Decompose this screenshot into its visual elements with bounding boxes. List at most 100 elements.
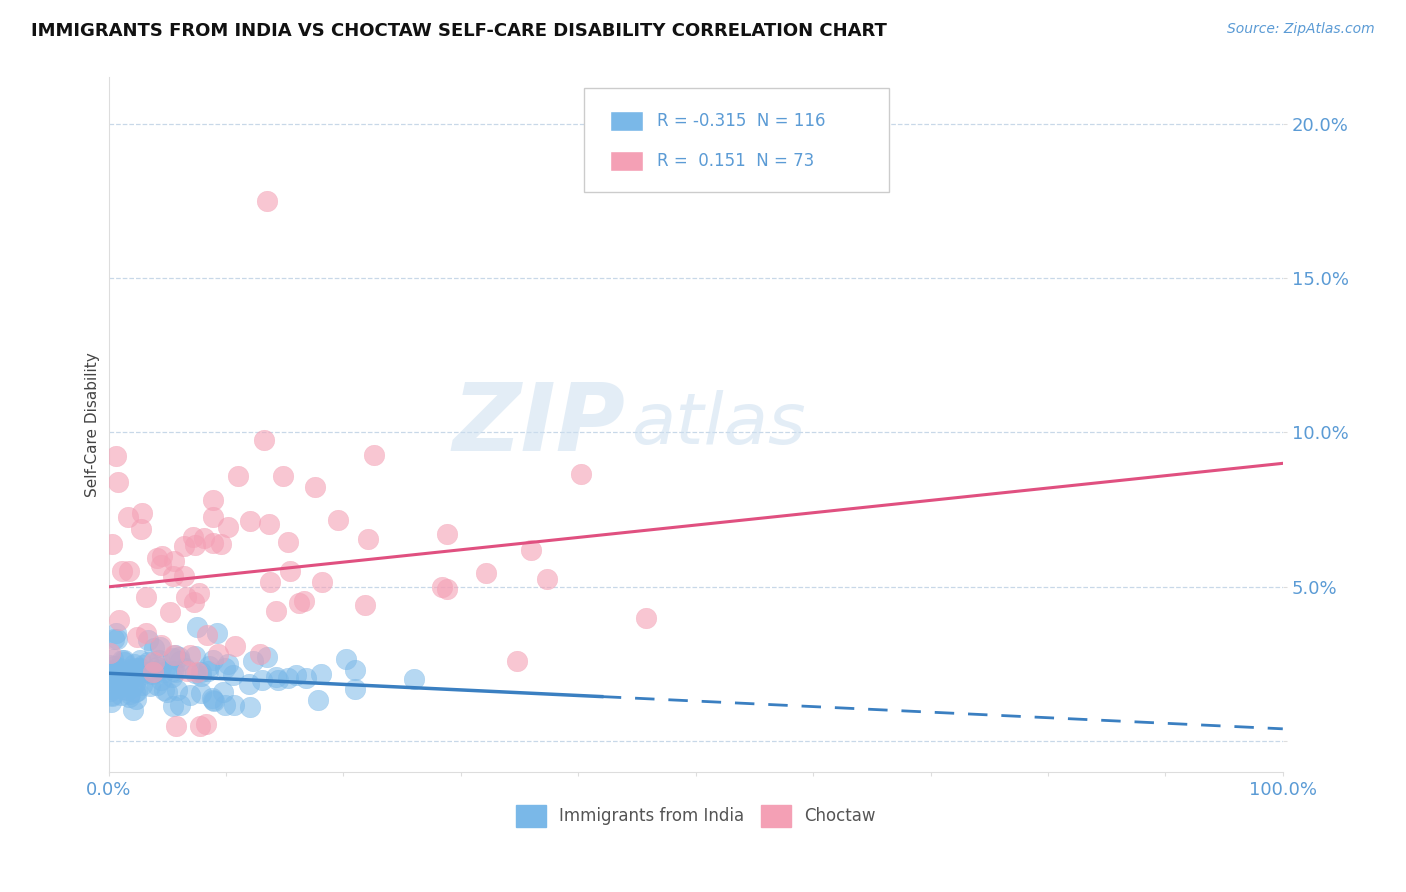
Point: [110, 673, 132, 687]
Text: R =  0.151  N = 73: R = 0.151 N = 73: [657, 152, 814, 169]
Point: [105, 450, 128, 464]
Point: [205, 625, 228, 640]
Point: [149, 558, 172, 572]
Point: [252, 673, 274, 688]
Point: [121, 666, 143, 681]
Point: [111, 673, 134, 688]
Point: [132, 658, 155, 673]
Point: [169, 654, 191, 668]
Point: [121, 680, 143, 694]
Point: [506, 654, 529, 668]
Point: [165, 665, 187, 679]
Point: [118, 687, 141, 701]
Point: [354, 599, 377, 613]
Point: [277, 671, 299, 685]
Point: [169, 649, 191, 664]
Point: [217, 520, 239, 534]
Point: [153, 683, 176, 698]
Point: [101, 690, 124, 704]
Point: [288, 596, 311, 610]
Point: [259, 574, 281, 589]
Point: [149, 638, 172, 652]
Point: [143, 655, 166, 669]
Point: [184, 665, 207, 680]
Point: [357, 533, 380, 547]
Point: [271, 469, 294, 483]
Point: [363, 448, 385, 462]
Point: [105, 632, 128, 646]
Point: [173, 569, 195, 583]
Point: [152, 665, 174, 679]
Point: [222, 667, 245, 681]
Point: [295, 672, 318, 686]
Point: [103, 632, 125, 646]
Point: [156, 685, 179, 699]
Point: [108, 661, 131, 675]
Point: [207, 647, 229, 661]
Point: [226, 468, 249, 483]
Point: [111, 564, 134, 578]
Point: [98, 666, 121, 681]
Text: IMMIGRANTS FROM INDIA VS CHOCTAW SELF-CARE DISABILITY CORRELATION CHART: IMMIGRANTS FROM INDIA VS CHOCTAW SELF-CA…: [31, 22, 887, 40]
Point: [148, 663, 170, 677]
Point: [326, 513, 349, 527]
Point: [190, 686, 212, 700]
Point: [101, 688, 124, 702]
Point: [214, 661, 236, 675]
Point: [163, 648, 186, 662]
Point: [129, 522, 152, 536]
Point: [474, 566, 496, 580]
Point: [104, 626, 127, 640]
Point: [193, 532, 215, 546]
Point: [138, 633, 160, 648]
Point: [162, 651, 184, 665]
Point: [125, 630, 148, 644]
Point: [145, 659, 167, 673]
Point: [110, 680, 132, 694]
Point: [125, 684, 148, 698]
Point: [224, 698, 246, 713]
Point: [190, 665, 212, 680]
Point: [211, 685, 233, 699]
Bar: [610, 112, 643, 131]
Point: [103, 664, 125, 678]
Point: [188, 719, 211, 733]
Y-axis label: Self-Care Disability: Self-Care Disability: [86, 352, 100, 497]
Point: [100, 657, 122, 672]
Point: [112, 655, 135, 669]
Point: [186, 665, 208, 679]
Point: [278, 564, 301, 578]
Point: [183, 594, 205, 608]
Point: [111, 653, 134, 667]
Point: [165, 719, 187, 733]
Point: [242, 654, 264, 668]
Point: [292, 594, 315, 608]
Bar: [610, 151, 643, 170]
Point: [115, 683, 138, 698]
Point: [266, 670, 288, 684]
Point: [112, 671, 135, 685]
Point: [100, 681, 122, 696]
Point: [150, 661, 173, 675]
Point: [118, 564, 141, 578]
Point: [166, 683, 188, 698]
Point: [186, 620, 208, 634]
Point: [284, 668, 307, 682]
Point: [256, 649, 278, 664]
Point: [174, 590, 197, 604]
Point: [202, 694, 225, 708]
Point: [112, 673, 135, 687]
Point: [134, 626, 156, 640]
Point: [135, 665, 157, 679]
Point: [201, 691, 224, 706]
Point: [335, 651, 357, 665]
Point: [195, 716, 218, 731]
Point: [100, 695, 122, 709]
Point: [148, 653, 170, 667]
Point: [239, 514, 262, 528]
Point: [141, 667, 163, 681]
Point: [201, 536, 224, 550]
Point: [131, 678, 153, 692]
Point: [162, 569, 184, 583]
Point: [124, 669, 146, 683]
